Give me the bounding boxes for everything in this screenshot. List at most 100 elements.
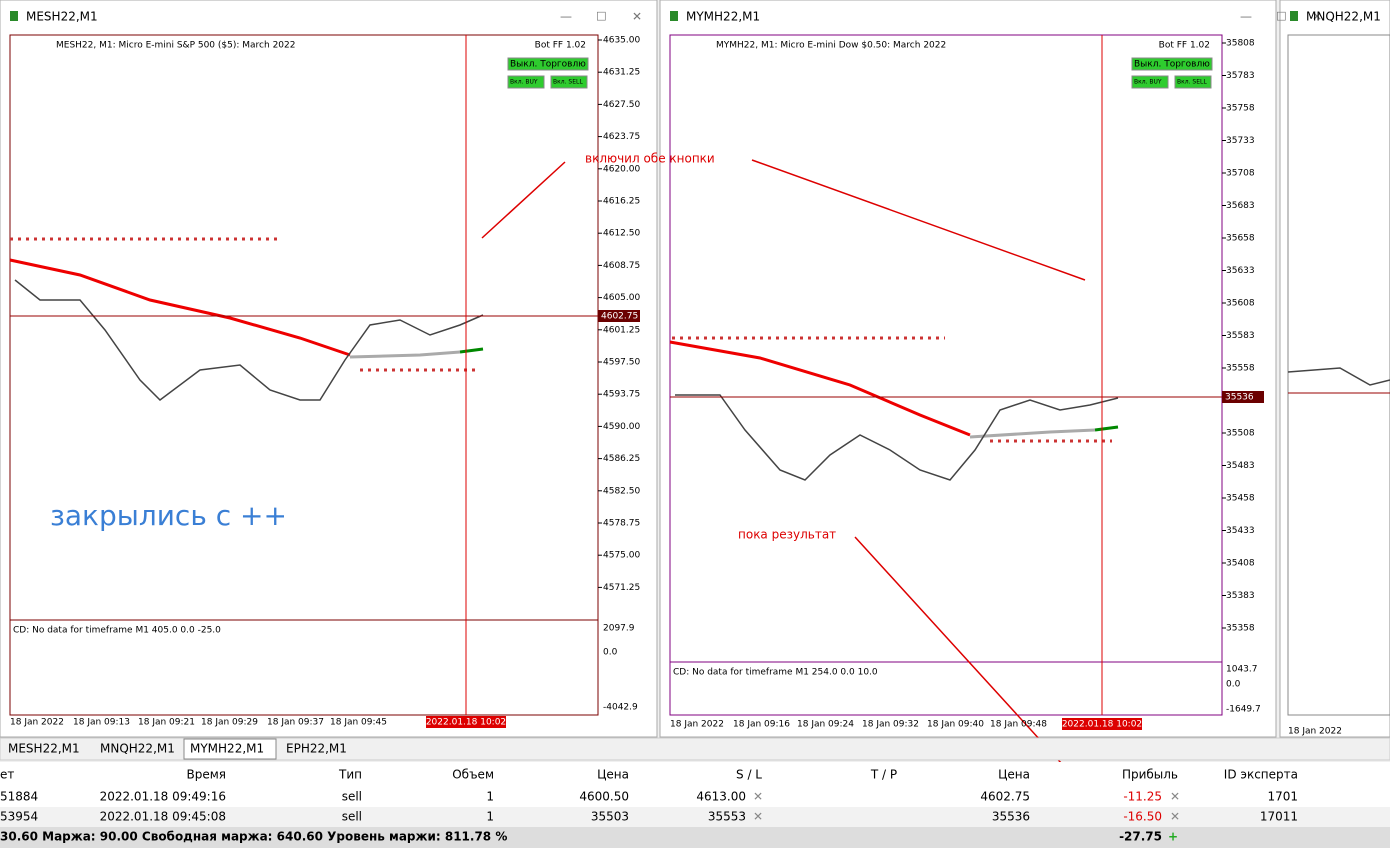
tab[interactable]: MYMH22,M1 bbox=[190, 742, 264, 756]
price-tick: 4627.50 bbox=[603, 100, 640, 110]
price-line bbox=[1287, 367, 1390, 386]
column-header: S / L bbox=[736, 768, 762, 782]
time-label: 18 Jan 2022 bbox=[670, 720, 724, 730]
ma-line bbox=[669, 340, 971, 437]
price-tick: 4586.25 bbox=[603, 454, 640, 464]
price-tick: 35558 bbox=[1226, 364, 1255, 374]
cell: -11.25 bbox=[1123, 790, 1162, 804]
time-label: 18 Jan 09:37 bbox=[267, 718, 324, 728]
close-button[interactable]: ✕ bbox=[632, 10, 642, 24]
price-tick: 4631.25 bbox=[603, 68, 640, 78]
close-button[interactable]: ✕ bbox=[1312, 10, 1322, 24]
bot-button[interactable] bbox=[1174, 75, 1212, 89]
price-tick: 35633 bbox=[1226, 266, 1255, 276]
cell: sell bbox=[342, 790, 362, 804]
price-tick: 35683 bbox=[1226, 201, 1255, 211]
column-header: Цена bbox=[998, 768, 1030, 782]
price-tick: 35508 bbox=[1226, 429, 1255, 439]
bot-label: Bot FF 1.02 bbox=[535, 41, 586, 51]
table-footer bbox=[0, 827, 1390, 848]
column-header: T / P bbox=[870, 768, 897, 782]
price-tick: 35708 bbox=[1226, 169, 1255, 179]
price-tick: 4582.50 bbox=[603, 486, 640, 496]
cell: 35553 bbox=[708, 810, 746, 824]
price-tick: 35583 bbox=[1226, 331, 1255, 341]
annotation: закрылись с ++ bbox=[50, 499, 287, 532]
time-label: 18 Jan 09:48 bbox=[990, 720, 1047, 730]
current-price-box bbox=[1222, 391, 1264, 403]
price-tick: 35608 bbox=[1226, 299, 1255, 309]
time-label: 18 Jan 2022 bbox=[10, 718, 64, 728]
cell: sell bbox=[342, 810, 362, 824]
price-line bbox=[675, 394, 1119, 481]
time-marker: 2022.01.18 10:02 bbox=[1062, 720, 1142, 730]
cell: 17011 bbox=[1260, 810, 1298, 824]
ma-line bbox=[459, 347, 484, 354]
bot-button-label: Выкл. Торговлю bbox=[1134, 60, 1210, 70]
window-title: MYMH22,M1 bbox=[686, 10, 760, 24]
sl-remove-icon[interactable]: ✕ bbox=[753, 790, 763, 804]
price-tick: 35733 bbox=[1226, 136, 1255, 146]
window-title: MNQH22,M1 bbox=[1306, 10, 1381, 24]
time-marker: 2022.01.18 10:02 bbox=[426, 718, 506, 728]
column-header: Цена bbox=[597, 768, 629, 782]
bot-button[interactable] bbox=[507, 75, 545, 89]
tab[interactable]: MNQH22,M1 bbox=[100, 742, 175, 756]
time-marker-box bbox=[1062, 718, 1142, 730]
indicator-tick: 0.0 bbox=[603, 648, 618, 658]
indicator-label: CD: No data for timeframe M1 405.0 0.0 -… bbox=[13, 626, 221, 636]
bot-button[interactable] bbox=[507, 57, 589, 71]
cell: 4602.75 bbox=[980, 790, 1030, 804]
sl-remove-icon[interactable]: ✕ bbox=[753, 810, 763, 824]
maximize-button[interactable]: ☐ bbox=[1276, 10, 1287, 24]
price-tick: 35358 bbox=[1226, 624, 1255, 634]
add-button[interactable]: + bbox=[1168, 830, 1178, 844]
window-title: MESH22,M1 bbox=[26, 10, 98, 24]
ma-line bbox=[9, 258, 351, 357]
price-tick: 4623.75 bbox=[603, 132, 640, 142]
price-tick: 35658 bbox=[1226, 234, 1255, 244]
tab[interactable]: EPH22,M1 bbox=[286, 742, 347, 756]
price-tick: 4605.00 bbox=[603, 293, 640, 303]
chart-area-2 bbox=[669, 34, 1223, 716]
close-icon[interactable]: ✕ bbox=[1170, 790, 1180, 804]
cell: 51884 bbox=[0, 790, 38, 804]
arrow bbox=[751, 159, 1086, 281]
bot-button[interactable] bbox=[1131, 57, 1213, 71]
price-tick: 4593.75 bbox=[603, 390, 640, 400]
current-price-box bbox=[598, 310, 640, 322]
column-header: Объем bbox=[452, 768, 494, 782]
account-summary: 30.60 Маржа: 90.00 Свободная маржа: 640.… bbox=[0, 830, 507, 844]
indicator-tick: 1043.7 bbox=[1226, 665, 1258, 675]
bot-button-label: Выкл. Торговлю bbox=[510, 60, 586, 70]
bot-button-label: Вкл. SELL bbox=[1177, 79, 1207, 86]
cell: 1 bbox=[486, 810, 494, 824]
price-tick: 4590.00 bbox=[603, 422, 640, 432]
bot-label: Bot FF 1.02 bbox=[1159, 41, 1210, 51]
bot-button[interactable] bbox=[550, 75, 588, 89]
price-tick: 4578.75 bbox=[603, 519, 640, 529]
price-tick: 4601.25 bbox=[603, 325, 640, 335]
time-label: 18 Jan 09:21 bbox=[138, 718, 195, 728]
price-tick: 35458 bbox=[1226, 494, 1255, 504]
bot-button-label: Вкл. SELL bbox=[553, 79, 583, 86]
close-icon[interactable]: ✕ bbox=[1170, 810, 1180, 824]
minimize-button[interactable]: — bbox=[560, 10, 572, 24]
minimize-button[interactable]: — bbox=[1240, 10, 1252, 24]
cell: -16.50 bbox=[1123, 810, 1162, 824]
price-tick: 4612.50 bbox=[603, 229, 640, 239]
tab[interactable]: MESH22,M1 bbox=[8, 742, 80, 756]
price-tick: 4575.00 bbox=[603, 551, 640, 561]
price-tick: 4616.25 bbox=[603, 197, 640, 207]
time-marker-box bbox=[426, 716, 506, 728]
arrow bbox=[481, 161, 566, 239]
column-header: Прибыль bbox=[1122, 768, 1178, 782]
annotation: включил обе кнопки bbox=[585, 152, 715, 166]
cell: 4613.00 bbox=[696, 790, 746, 804]
annotation: пока результат bbox=[738, 528, 836, 542]
maximize-button[interactable]: ☐ bbox=[596, 10, 607, 24]
column-header: ет bbox=[0, 768, 14, 782]
bot-button[interactable] bbox=[1131, 75, 1169, 89]
cell: 35536 bbox=[992, 810, 1030, 824]
